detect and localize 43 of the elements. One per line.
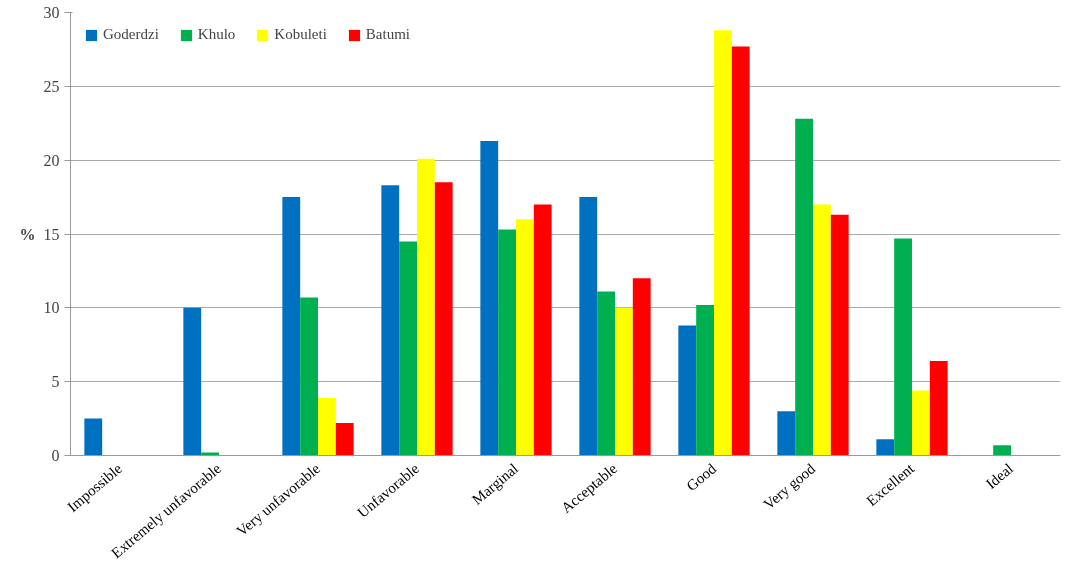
bar <box>434 182 453 456</box>
bar <box>399 241 417 456</box>
bar <box>632 278 651 456</box>
y-tick-label: 30 <box>43 4 60 21</box>
bar <box>714 30 732 456</box>
bar <box>678 325 697 456</box>
bar <box>830 214 849 456</box>
bar <box>993 445 1011 456</box>
legend-label: Goderdzi <box>103 26 159 43</box>
bar <box>480 140 499 456</box>
y-axis-title: % <box>19 225 36 243</box>
bar <box>335 423 354 456</box>
bar <box>615 307 633 456</box>
bar <box>696 304 714 456</box>
legend-label: Batumi <box>365 26 410 43</box>
y-tick-label: 0 <box>51 447 60 464</box>
y-tick-label: 20 <box>43 151 60 169</box>
bar <box>912 390 930 456</box>
bar <box>597 291 615 456</box>
bar <box>533 204 552 456</box>
bar <box>579 197 598 456</box>
bar <box>795 118 813 456</box>
legend-label: Khulo <box>197 26 236 43</box>
bar <box>731 46 750 456</box>
bar <box>813 204 831 456</box>
legend-label: Kobuleti <box>274 26 327 43</box>
y-tick-label: 5 <box>51 373 60 391</box>
bar <box>876 439 895 456</box>
y-tick-label: 25 <box>43 77 60 95</box>
bar <box>84 418 103 456</box>
bar <box>318 397 336 456</box>
bar <box>929 360 948 456</box>
y-tick-label: 15 <box>43 225 60 243</box>
bar <box>282 197 301 456</box>
bar <box>498 229 516 456</box>
bar <box>183 307 202 456</box>
bar <box>516 219 534 456</box>
bar <box>381 185 400 456</box>
bar <box>894 238 912 456</box>
bar <box>300 297 318 456</box>
bar <box>417 158 435 456</box>
y-tick-label: 10 <box>43 299 60 317</box>
bar <box>777 411 796 456</box>
